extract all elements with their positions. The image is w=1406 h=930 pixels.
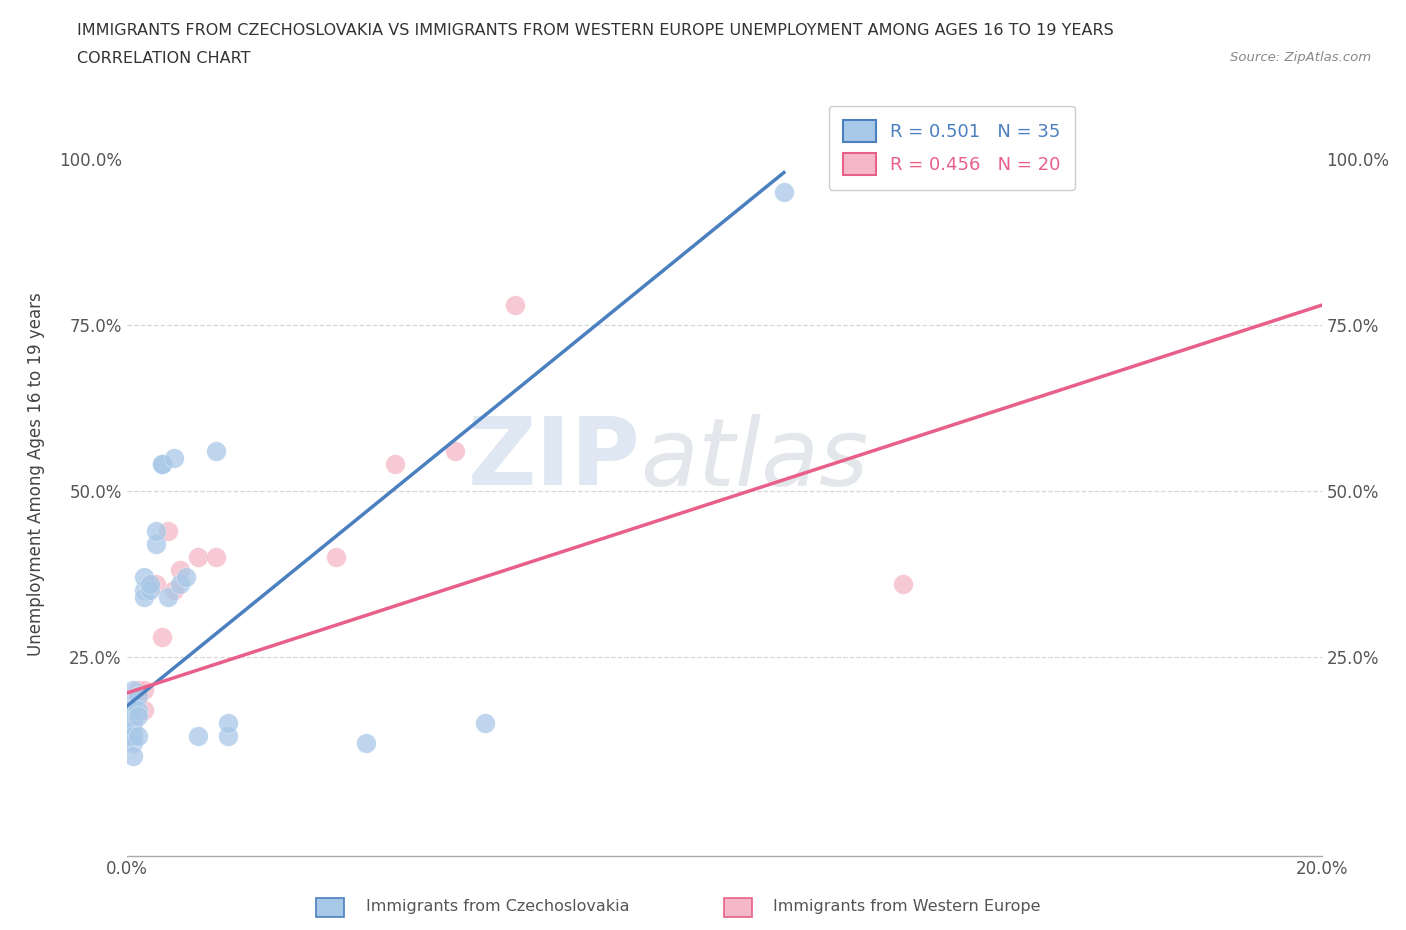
Point (145, 524, 167, 538)
Legend: R = 0.501   N = 35, R = 0.456   N = 20: R = 0.501 N = 35, R = 0.456 N = 20 (828, 106, 1076, 190)
Point (145, 577, 167, 591)
Point (121, 715, 143, 730)
Point (127, 683, 149, 698)
Text: atlas: atlas (640, 414, 869, 505)
Point (152, 457, 174, 472)
Point (187, 729, 209, 744)
Point (134, 683, 156, 698)
Point (121, 702, 143, 717)
Point (115, 729, 138, 744)
Text: Immigrants from Czechoslovakia: Immigrants from Czechoslovakia (366, 899, 628, 914)
Point (152, 457, 174, 472)
Point (157, 524, 180, 538)
Point (205, 444, 228, 458)
Point (127, 729, 149, 744)
Point (152, 630, 174, 644)
Point (169, 577, 191, 591)
Point (121, 729, 143, 744)
Y-axis label: Unemployment Among Ages 16 to 19 years: Unemployment Among Ages 16 to 19 years (27, 292, 45, 657)
Point (325, 550, 347, 565)
Point (121, 683, 143, 698)
Point (115, 715, 138, 730)
Point (134, 570, 156, 585)
Point (139, 583, 162, 598)
Point (121, 709, 143, 724)
Point (773, 185, 796, 200)
Point (354, 736, 377, 751)
Point (121, 749, 143, 764)
Point (174, 570, 197, 585)
Point (127, 689, 149, 704)
Point (145, 537, 167, 551)
Point (121, 736, 143, 751)
Point (127, 702, 149, 717)
Point (134, 590, 156, 604)
Point (157, 590, 180, 604)
Text: Immigrants from Western Europe: Immigrants from Western Europe (773, 899, 1040, 914)
Text: Source: ZipAtlas.com: Source: ZipAtlas.com (1230, 51, 1371, 64)
Point (127, 709, 149, 724)
Point (205, 550, 228, 565)
Point (444, 444, 467, 458)
Point (169, 563, 191, 578)
Point (893, 577, 915, 591)
Point (187, 550, 209, 565)
Point (384, 457, 406, 472)
Point (503, 298, 526, 312)
Point (121, 702, 143, 717)
Point (127, 689, 149, 704)
Text: CORRELATION CHART: CORRELATION CHART (77, 51, 250, 66)
Point (134, 583, 156, 598)
Point (474, 715, 496, 730)
Point (121, 723, 143, 737)
Point (121, 696, 143, 711)
Point (163, 583, 186, 598)
Point (139, 577, 162, 591)
Point (163, 450, 186, 465)
Point (134, 702, 156, 717)
Text: IMMIGRANTS FROM CZECHOSLOVAKIA VS IMMIGRANTS FROM WESTERN EUROPE UNEMPLOYMENT AM: IMMIGRANTS FROM CZECHOSLOVAKIA VS IMMIGR… (77, 23, 1114, 38)
Point (217, 729, 239, 744)
Point (121, 715, 143, 730)
Text: ZIP: ZIP (468, 413, 640, 505)
Point (217, 715, 239, 730)
Point (115, 702, 138, 717)
Point (139, 577, 162, 591)
